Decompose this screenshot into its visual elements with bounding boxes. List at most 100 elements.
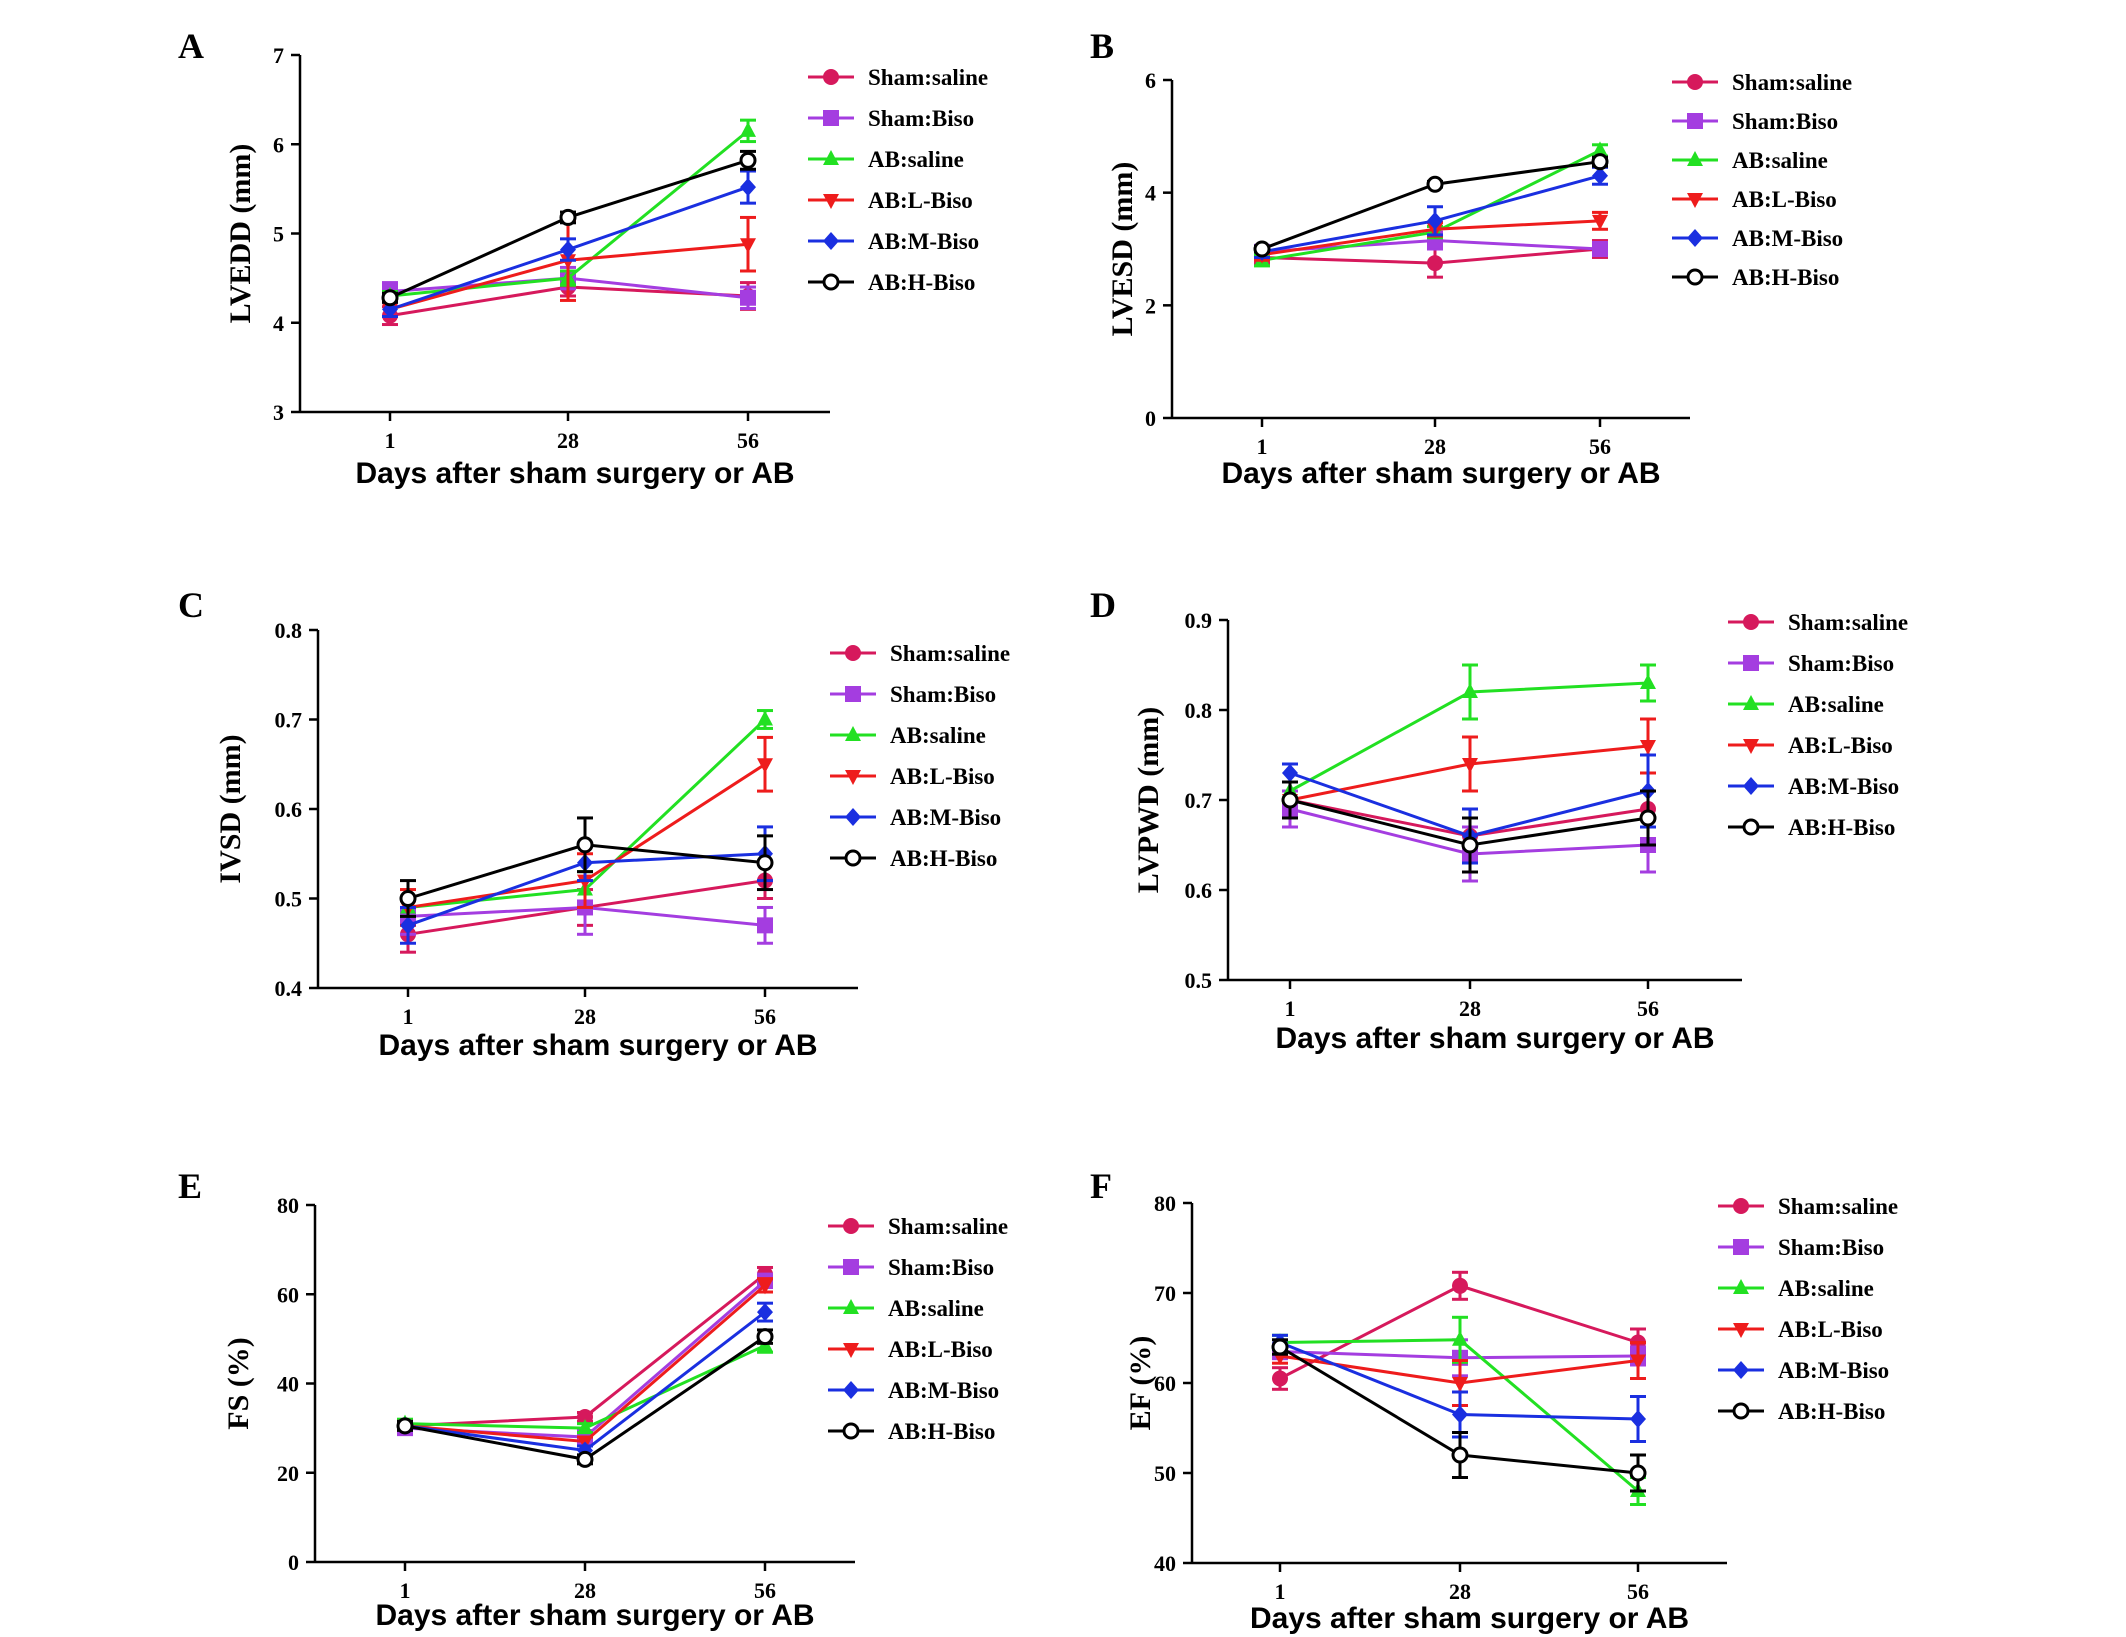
panel-letter: E [178,1166,202,1206]
legend-item: AB:H-Biso [1728,815,1895,840]
x-tick-label: 1 [1257,434,1268,459]
panel-letter: F [1090,1166,1112,1206]
data-point [1451,1446,1469,1464]
legend-label: Sham:Biso [1788,651,1894,676]
legend-marker [822,273,840,291]
legend-label: AB:H-Biso [1732,265,1839,290]
legend-item: AB:H-Biso [828,1419,995,1444]
legend-label: AB:M-Biso [888,1378,999,1403]
legend-label: AB:L-Biso [1788,733,1893,758]
data-point [1462,683,1478,698]
series-ab-h-biso [381,149,757,307]
data-point [1592,141,1608,157]
y-tick-label: 20 [277,1461,299,1486]
series-ab-l-biso [382,215,756,319]
data-point [757,758,773,774]
x-tick-label: 56 [1627,1579,1649,1604]
x-tick-label: 56 [737,428,759,453]
legend-item: AB:L-Biso [1718,1317,1883,1342]
y-tick-label: 0.6 [275,797,303,822]
data-point [739,151,757,169]
data-point [1591,153,1609,171]
legend-label: Sham:saline [868,65,988,90]
y-tick-label: 6 [1145,68,1156,93]
legend-marker [1742,818,1760,836]
data-point [576,836,594,854]
legend-label: AB:H-Biso [888,1419,995,1444]
legend-label: AB:H-Biso [1778,1399,1885,1424]
legend-label: AB:H-Biso [868,270,975,295]
data-point [1427,255,1443,272]
panel-b: B 0 2 4 6 1 28 56 LVESD (mm) Days after sham surg… [1090,26,1852,490]
series-line [404,1272,766,1428]
legend-item: AB:L-Biso [808,188,973,213]
legend-marker [823,194,839,209]
x-tick-label: 56 [1637,996,1659,1021]
data-point [757,1279,773,1295]
y-tick-label: 4 [273,311,284,336]
legend-label: Sham:Biso [888,1255,994,1280]
legend-marker [1743,655,1759,671]
data-point [1629,1464,1647,1482]
data-point [1640,674,1656,689]
series-ab-h-biso [399,816,774,918]
panel-letter: B [1090,26,1114,66]
data-point [1452,1277,1468,1294]
legend-item: AB:H-Biso [1672,265,1839,290]
panel-f: F 40 50 60 70 80 1 28 56 EF (%) Days after sham su… [1090,1166,1898,1635]
x-tick-label: 28 [1459,996,1481,1021]
data-point [757,1303,773,1322]
x-tick-label: 28 [574,1004,596,1029]
legend-label: AB:M-Biso [1778,1358,1889,1383]
legend-label: AB:M-Biso [1788,774,1899,799]
legend: Sham:saline Sham:Biso AB:saline AB:L-Biso AB… [828,1214,1008,1444]
legend-item: AB:H-Biso [808,270,975,295]
legend-marker [1743,739,1759,754]
y-tick-label: 4 [1145,181,1156,206]
legend-marker [1686,268,1704,286]
data-point [1282,764,1298,782]
data-point [1272,1370,1288,1387]
legend-label: Sham:Biso [868,106,974,131]
y-tick-label: 40 [277,1372,299,1397]
data-point [1462,758,1478,773]
legend-label: AB:saline [888,1296,984,1321]
legend-label: Sham:Biso [1732,109,1838,134]
data-point [740,178,756,197]
data-point [1630,1354,1646,1370]
legend-marker [845,770,861,785]
legend-marker [823,150,839,165]
legend-label: AB:M-Biso [868,229,979,254]
legend: Sham:saline Sham:Biso AB:saline AB:L-Biso AB… [1718,1194,1898,1424]
y-tick-label: 0.7 [275,708,303,733]
legend-label: Sham:Biso [1778,1235,1884,1260]
legend-marker [1743,614,1759,630]
legend-item: Sham:saline [1728,610,1908,635]
panel-letter: C [178,585,204,625]
legend-marker [823,69,839,85]
series-ab-h-biso [396,1328,774,1468]
legend-item: AB:L-Biso [1728,733,1893,758]
data-point [1426,175,1444,193]
legend-label: AB:saline [890,723,986,748]
data-point [1640,740,1656,755]
x-axis-label: Days after sham surgery or AB [355,457,794,490]
data-point [400,916,416,935]
y-tick-label: 0 [1145,406,1156,431]
x-axis-label: Days after sham surgery or AB [1250,1602,1689,1635]
data-point [1452,1405,1468,1424]
legend-marker [843,1218,859,1234]
legend: Sham:saline Sham:Biso AB:saline AB:L-Biso AB… [1728,610,1908,840]
data-point [576,1450,594,1468]
legend-marker [1733,1239,1749,1255]
y-tick-label: 70 [1154,1281,1176,1306]
legend-label: Sham:saline [1778,1194,1898,1219]
legend-item: Sham:saline [1718,1194,1898,1219]
data-point [1452,1330,1468,1346]
y-axis-label: EF (%) [1124,1336,1157,1431]
data-point [740,289,756,306]
data-point [396,1417,414,1435]
y-tick-label: 0.6 [1185,878,1213,903]
legend-marker [842,1422,860,1440]
legend-item: Sham:Biso [1672,109,1838,134]
